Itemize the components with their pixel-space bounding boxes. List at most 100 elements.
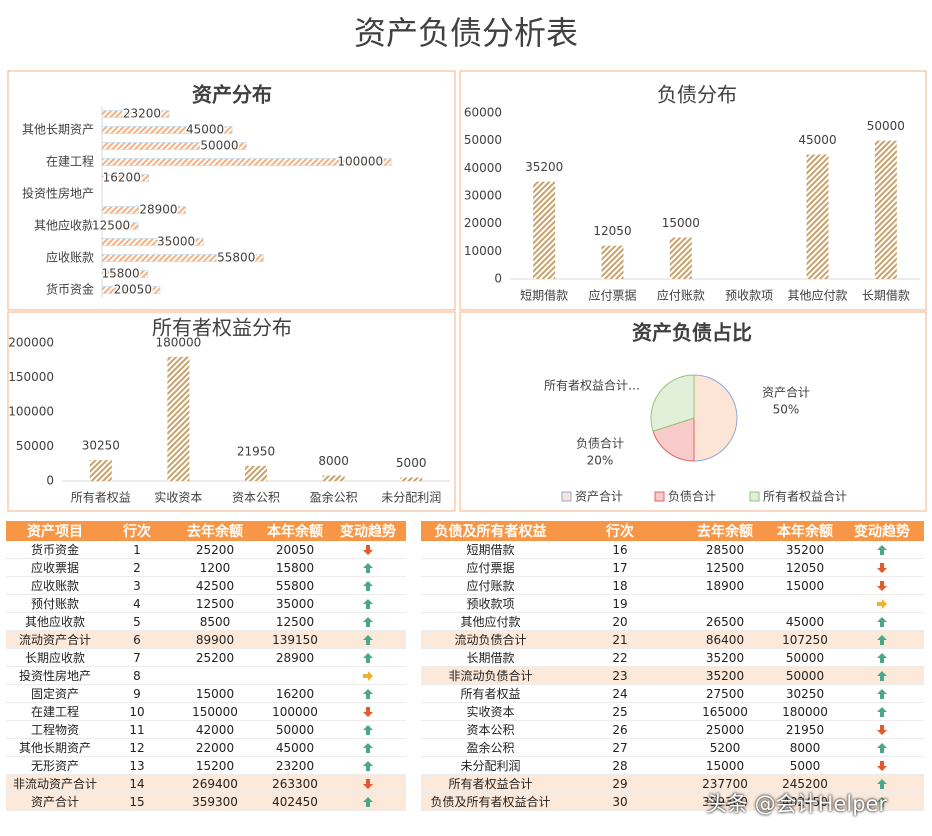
table-row: 固定资产 9 15000 16200 xyxy=(6,684,406,703)
table-row: 货币资金 1 25200 20050 xyxy=(6,541,406,559)
legend-label: 负债合计 xyxy=(668,489,716,504)
panel xyxy=(459,70,927,311)
trend-cell xyxy=(330,792,406,811)
data-label: 20050 xyxy=(114,283,152,297)
bar xyxy=(322,475,345,481)
table-cell: 27500 xyxy=(680,684,770,703)
trend-cell xyxy=(330,558,406,577)
table-cell: 45000 xyxy=(260,738,330,757)
table-cell: 402450 xyxy=(260,792,330,811)
table-cell: 9 xyxy=(104,684,170,703)
trend-cell xyxy=(330,684,406,703)
chart-title: 资产分布 xyxy=(192,83,272,107)
trend-icon xyxy=(363,653,373,663)
data-label: 45000 xyxy=(186,123,224,137)
table-cell: 263300 xyxy=(260,774,330,793)
y-tick-label: 0 xyxy=(494,272,502,286)
trend-cell xyxy=(840,630,924,649)
table-cell: 负债及所有者权益合计 xyxy=(421,792,560,811)
table-cell: 27 xyxy=(560,738,680,757)
trend-icon xyxy=(877,779,887,789)
table-cell: 20 xyxy=(560,612,680,631)
trend-cell xyxy=(840,666,924,685)
table-cell: 12500 xyxy=(170,594,260,613)
table-cell: 55800 xyxy=(260,576,330,595)
data-label: 28900 xyxy=(139,203,177,217)
trend-icon xyxy=(363,635,373,645)
trend-cell xyxy=(840,648,924,667)
table-cell: 42500 xyxy=(170,576,260,595)
y-tick-label: 应收账款 xyxy=(46,250,94,265)
table-cell: 35000 xyxy=(260,594,330,613)
data-label: 50000 xyxy=(867,119,905,133)
trend-cell xyxy=(330,541,406,559)
table-cell: 4 xyxy=(104,594,170,613)
table-row: 其他应付款 20 26500 45000 xyxy=(421,612,924,631)
data-label: 35200 xyxy=(525,160,563,174)
column-header: 去年余额 xyxy=(680,521,770,541)
table-row: 工程物资 11 42000 50000 xyxy=(6,720,406,739)
table-cell: 盈余公积 xyxy=(421,738,560,757)
table-cell: 50000 xyxy=(770,648,840,667)
x-tick-label: 短期借款 xyxy=(520,289,568,303)
trend-icon xyxy=(363,761,373,771)
table-cell: 预收款项 xyxy=(421,594,560,613)
table-cell: 应收账款 xyxy=(6,576,104,595)
chart-title: 所有者权益分布 xyxy=(152,316,292,340)
bar xyxy=(101,238,204,246)
assets-table: 资产项目 行次 去年余额 本年余额 变动趋势 货币资金 1 25200 20050 应收票据 2 12… xyxy=(6,521,406,811)
trend-icon xyxy=(877,797,887,807)
table-cell: 所有者权益 xyxy=(421,684,560,703)
table-cell: 89900 xyxy=(170,630,260,649)
data-label: 8000 xyxy=(318,454,349,468)
table-cell: 其他长期资产 xyxy=(6,738,104,757)
bar xyxy=(101,286,161,294)
table-cell: 应收票据 xyxy=(6,558,104,577)
table-cell: 15000 xyxy=(680,756,770,775)
table-cell: 359300 xyxy=(170,792,260,811)
column-header: 资产项目 xyxy=(6,521,104,541)
table-cell: 23 xyxy=(560,666,680,685)
table-cell: 50000 xyxy=(770,666,840,685)
table-cell: 12050 xyxy=(770,558,840,577)
trend-icon xyxy=(877,581,887,591)
trend-icon xyxy=(877,725,887,735)
table-cell: 5 xyxy=(104,612,170,631)
table-cell: 无形资产 xyxy=(6,756,104,775)
bar xyxy=(101,142,247,150)
table-cell: 5000 xyxy=(770,756,840,775)
bar xyxy=(167,356,190,481)
table-cell: 应付票据 xyxy=(421,558,560,577)
table-cell: 28500 xyxy=(680,541,770,559)
trend-cell xyxy=(330,666,406,685)
panel xyxy=(7,70,456,311)
panel xyxy=(7,311,456,512)
trend-icon xyxy=(877,635,887,645)
table-row: 所有者权益合计 29 237700 245200 xyxy=(421,774,924,793)
table-cell: 359300 xyxy=(680,792,770,811)
bar xyxy=(806,154,829,279)
table-cell: 3 xyxy=(104,576,170,595)
value-label: 20% xyxy=(587,454,614,468)
table-row: 资本公积 26 25000 21950 xyxy=(421,720,924,739)
table-cell: 18 xyxy=(560,576,680,595)
pie-slice xyxy=(693,374,738,462)
table-cell: 15800 xyxy=(260,558,330,577)
y-tick-label: 40000 xyxy=(464,161,502,175)
trend-icon xyxy=(877,743,887,753)
slice-label: 所有者权益合计… xyxy=(544,378,640,393)
bar xyxy=(101,126,233,134)
data-label: 5000 xyxy=(396,456,427,470)
bar xyxy=(101,270,148,278)
table-cell xyxy=(770,594,840,613)
data-label: 30250 xyxy=(82,439,120,453)
x-tick-label: 实收资本 xyxy=(154,490,202,505)
liabilities-table: 负债及所有者权益 行次 去年余额 本年余额 变动趋势 短期借款 16 28500 35200 应付… xyxy=(421,521,924,811)
table-cell: 45000 xyxy=(770,612,840,631)
table-row: 未分配利润 28 15000 5000 xyxy=(421,756,924,775)
trend-cell xyxy=(330,630,406,649)
table-cell: 18900 xyxy=(680,576,770,595)
slice-label: 资产合计 xyxy=(762,385,810,400)
table-cell: 15000 xyxy=(170,684,260,703)
trend-cell xyxy=(840,774,924,793)
